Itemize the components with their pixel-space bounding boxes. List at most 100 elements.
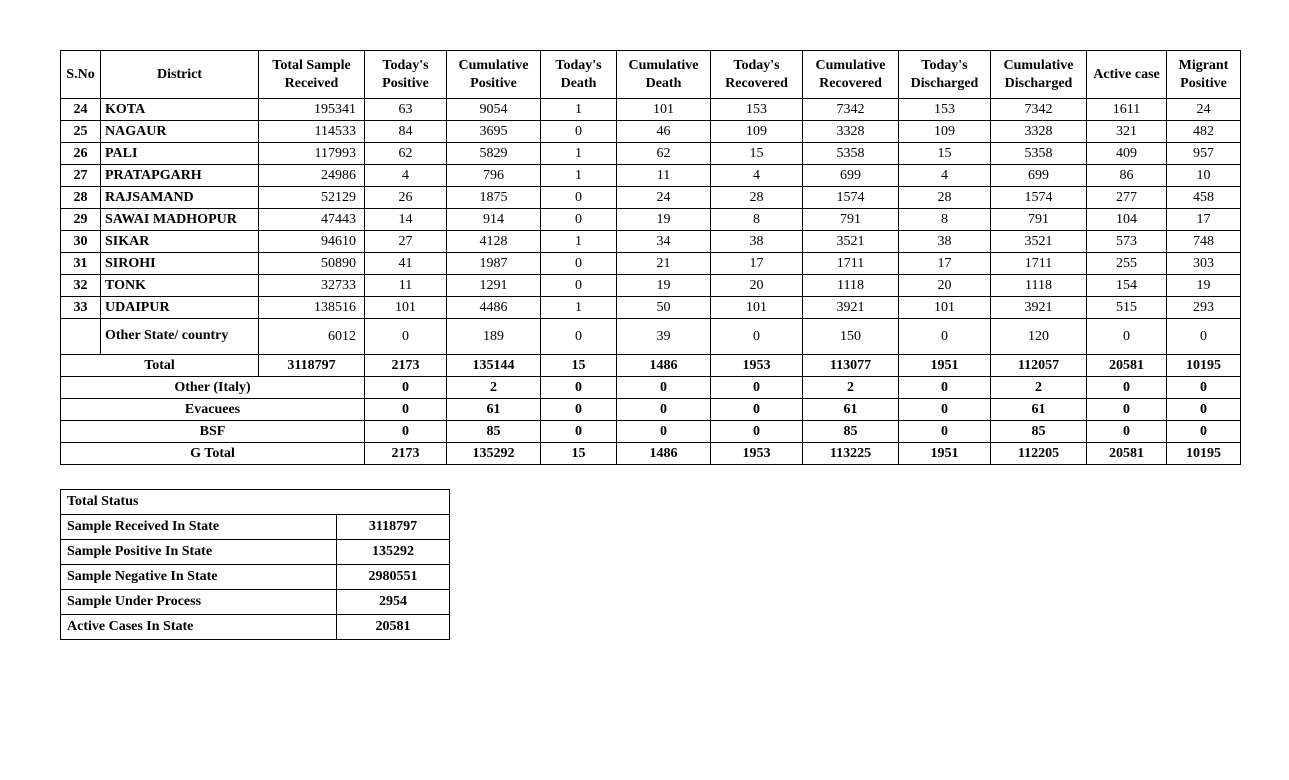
- cell-migrant: 19: [1167, 275, 1241, 297]
- cell-trec: 28: [711, 187, 803, 209]
- cell-trec: 0: [711, 421, 803, 443]
- cell-cdeath: 1486: [617, 443, 711, 465]
- cell-tdeath: 1: [541, 143, 617, 165]
- cell-trec: 109: [711, 121, 803, 143]
- cell-cdis: 112205: [991, 443, 1087, 465]
- cell-migrant: 482: [1167, 121, 1241, 143]
- cell-active: 154: [1087, 275, 1167, 297]
- cell-sample: 32733: [259, 275, 365, 297]
- cell-active: 0: [1087, 319, 1167, 355]
- col-sno: S.No: [61, 51, 101, 99]
- cell-tdis: 17: [899, 253, 991, 275]
- cell-district: PALI: [101, 143, 259, 165]
- status-label: Sample Received In State: [61, 515, 337, 540]
- col-cdeath: Cumulative Death: [617, 51, 711, 99]
- cell-cpos: 914: [447, 209, 541, 231]
- cell-crec: 3921: [803, 297, 899, 319]
- cell-tdis: 38: [899, 231, 991, 253]
- cell-sample: 138516: [259, 297, 365, 319]
- cell-district: RAJSAMAND: [101, 187, 259, 209]
- cell-cpos: 135144: [447, 355, 541, 377]
- cell-trec: 0: [711, 377, 803, 399]
- table-row: 31SIROHI50890411987021171711171711255303: [61, 253, 1241, 275]
- cell-tdeath: 0: [541, 275, 617, 297]
- cell-active: 0: [1087, 377, 1167, 399]
- cell-sample: 50890: [259, 253, 365, 275]
- cell-sno: 24: [61, 99, 101, 121]
- table-row: 28RAJSAMAND52129261875024281574281574277…: [61, 187, 1241, 209]
- cell-cpos: 2: [447, 377, 541, 399]
- table-row: 26PALI117993625829162155358155358409957: [61, 143, 1241, 165]
- cell-crec: 113225: [803, 443, 899, 465]
- cell-tdis: 0: [899, 377, 991, 399]
- cell-district: NAGAUR: [101, 121, 259, 143]
- cell-crec: 7342: [803, 99, 899, 121]
- cell-district: SAWAI MADHOPUR: [101, 209, 259, 231]
- cell-cpos: 1875: [447, 187, 541, 209]
- cell-trec: 0: [711, 319, 803, 355]
- cell-tpos: 63: [365, 99, 447, 121]
- cell-cdeath: 50: [617, 297, 711, 319]
- cell-tpos: 2173: [365, 443, 447, 465]
- col-crec: Cumulative Recovered: [803, 51, 899, 99]
- cell-crec: 699: [803, 165, 899, 187]
- cell-tpos: 41: [365, 253, 447, 275]
- cell-crec: 3328: [803, 121, 899, 143]
- cell-migrant: 10195: [1167, 443, 1241, 465]
- cell-cpos: 61: [447, 399, 541, 421]
- cell-migrant: 10: [1167, 165, 1241, 187]
- cell-cdeath: 0: [617, 399, 711, 421]
- status-label: Active Cases In State: [61, 615, 337, 640]
- cell-sno: [61, 319, 101, 355]
- cell-cdeath: 19: [617, 275, 711, 297]
- cell-cdis: 61: [991, 399, 1087, 421]
- cell-cdis: 112057: [991, 355, 1087, 377]
- total-status-table: Total StatusSample Received In State3118…: [60, 489, 450, 640]
- cell-cdis: 3328: [991, 121, 1087, 143]
- cell-cdeath: 1486: [617, 355, 711, 377]
- cell-cpos: 796: [447, 165, 541, 187]
- cell-tdeath: 0: [541, 399, 617, 421]
- table-row: 24KOTA1953416390541101153734215373421611…: [61, 99, 1241, 121]
- cell-crec: 150: [803, 319, 899, 355]
- cell-cpos: 1291: [447, 275, 541, 297]
- cell-sample: 114533: [259, 121, 365, 143]
- cell-cdis: 3521: [991, 231, 1087, 253]
- cell-tdeath: 15: [541, 355, 617, 377]
- cell-cdeath: 39: [617, 319, 711, 355]
- table-row: 29SAWAI MADHOPUR474431491401987918791104…: [61, 209, 1241, 231]
- cell-trec: 0: [711, 399, 803, 421]
- cell-cdeath: 11: [617, 165, 711, 187]
- cell-migrant: 0: [1167, 377, 1241, 399]
- cell-active: 321: [1087, 121, 1167, 143]
- cell-cdis: 120: [991, 319, 1087, 355]
- cell-cdis: 1574: [991, 187, 1087, 209]
- cell-trec: 101: [711, 297, 803, 319]
- col-active: Active case: [1087, 51, 1167, 99]
- cell-tpos: 11: [365, 275, 447, 297]
- cell-trec: 20: [711, 275, 803, 297]
- cell-crec: 1574: [803, 187, 899, 209]
- table-row: 27PRATAPGARH249864796111469946998610: [61, 165, 1241, 187]
- cell-migrant: 0: [1167, 319, 1241, 355]
- cell-active: 409: [1087, 143, 1167, 165]
- grand-total-label: G Total: [61, 443, 365, 465]
- status-row: Active Cases In State20581: [61, 615, 450, 640]
- cell-tdeath: 1: [541, 297, 617, 319]
- cell-cpos: 5829: [447, 143, 541, 165]
- cell-sno: 31: [61, 253, 101, 275]
- cell-migrant: 0: [1167, 399, 1241, 421]
- col-cpos: Cumulative Positive: [447, 51, 541, 99]
- status-row: Sample Under Process2954: [61, 590, 450, 615]
- cell-tdis: 0: [899, 421, 991, 443]
- cell-migrant: 748: [1167, 231, 1241, 253]
- cell-tdis: 20: [899, 275, 991, 297]
- status-value: 2954: [337, 590, 450, 615]
- table-row: 32TONK3273311129101920111820111815419: [61, 275, 1241, 297]
- cell-tdeath: 0: [541, 209, 617, 231]
- cell-sno: 27: [61, 165, 101, 187]
- extra-row: BSF0850008508500: [61, 421, 1241, 443]
- cell-tpos: 26: [365, 187, 447, 209]
- cell-tdeath: 15: [541, 443, 617, 465]
- cell-trec: 17: [711, 253, 803, 275]
